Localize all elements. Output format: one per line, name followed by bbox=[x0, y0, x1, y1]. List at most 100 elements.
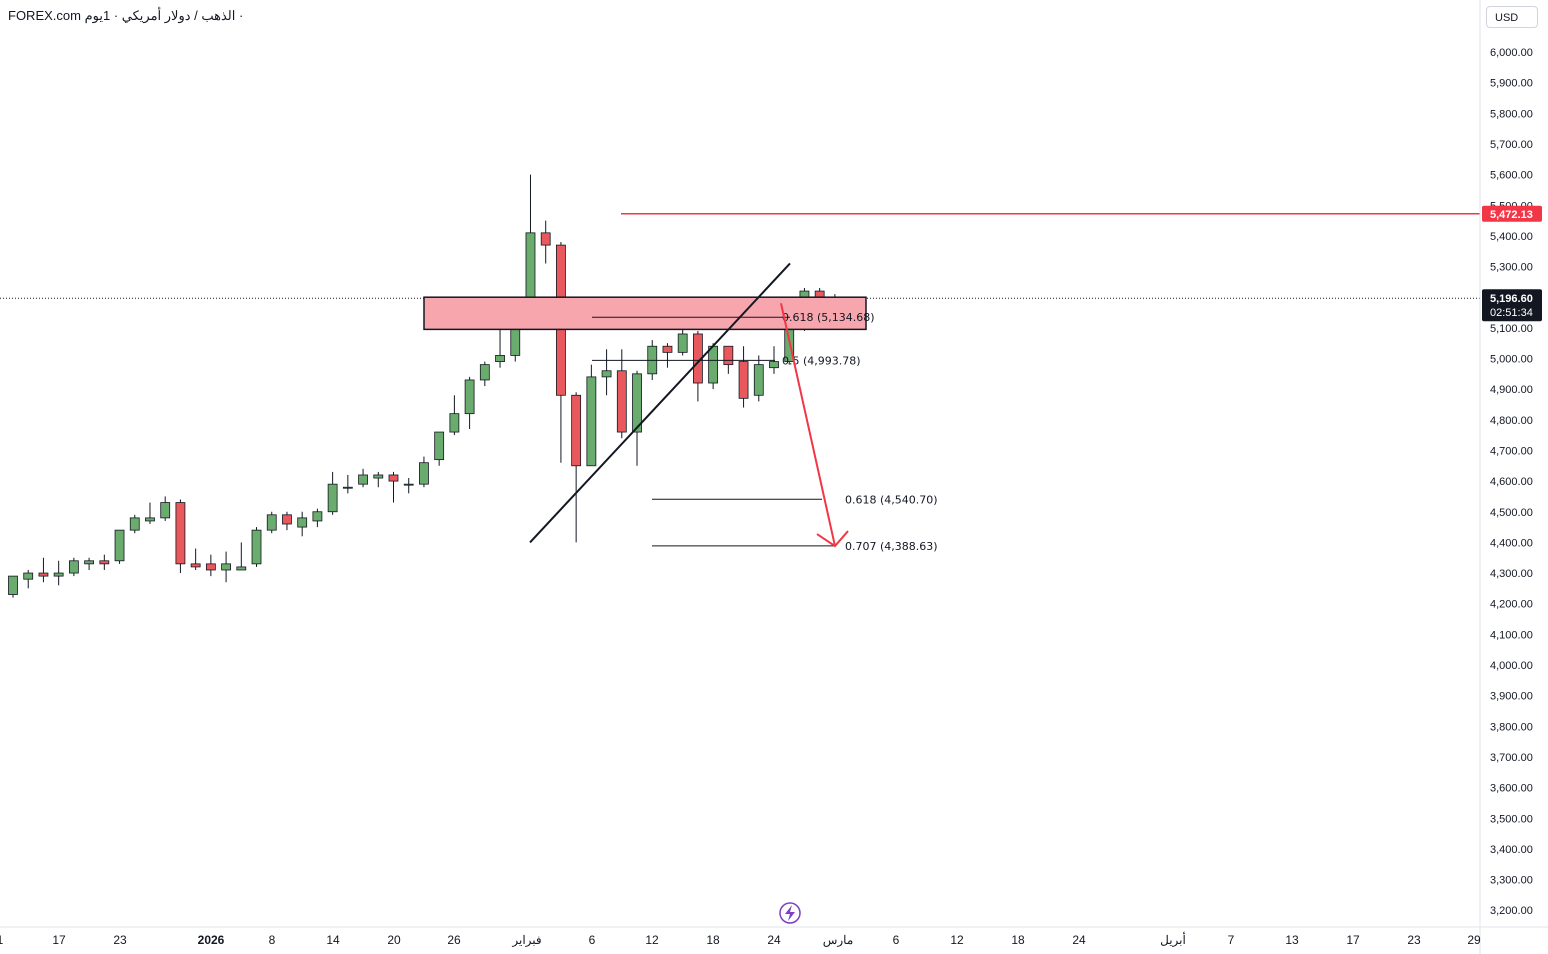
candle[interactable] bbox=[449, 395, 460, 436]
candle[interactable] bbox=[23, 569, 34, 589]
candle[interactable] bbox=[388, 471, 399, 503]
candle-body bbox=[449, 413, 460, 433]
date-tick-label: 17 bbox=[1346, 933, 1360, 947]
date-tick-label: 29 bbox=[1467, 933, 1481, 947]
drawings-layer[interactable]: 0.618 (5,134.68) 0.5 (4,993.78) 0.618 (4,5… bbox=[423, 213, 1480, 553]
symbol-name[interactable]: FOREX.com bbox=[8, 8, 81, 23]
candle[interactable] bbox=[99, 554, 110, 570]
date-tick-label: 7 bbox=[1228, 933, 1235, 947]
date-tick-label: 14 bbox=[326, 933, 340, 947]
date-tick-label: مارس bbox=[823, 933, 854, 947]
date-tick-label: 13 bbox=[1285, 933, 1299, 947]
candle-body bbox=[662, 345, 673, 353]
candle-body bbox=[632, 373, 642, 433]
candle[interactable] bbox=[175, 499, 186, 574]
candle[interactable] bbox=[236, 542, 247, 571]
price-tick-label: 5,900.00 bbox=[1490, 78, 1533, 90]
candle-body bbox=[114, 529, 125, 562]
candle-body bbox=[205, 563, 216, 571]
candle[interactable] bbox=[84, 557, 94, 570]
candle[interactable] bbox=[540, 220, 551, 264]
last-price-badge bbox=[1482, 289, 1542, 322]
candle[interactable] bbox=[145, 502, 155, 525]
candle-body bbox=[129, 517, 140, 531]
price-tick-label: 5,700.00 bbox=[1490, 139, 1533, 151]
candle[interactable] bbox=[632, 370, 642, 466]
candle[interactable] bbox=[495, 327, 505, 368]
candle[interactable] bbox=[282, 511, 292, 531]
bar-countdown: 02:51:34 bbox=[1490, 307, 1533, 319]
candle-body bbox=[479, 364, 490, 381]
price-axis[interactable]: 6,000.00 5,900.00 5,800.00 5,700.00 5,600.00… bbox=[1479, 0, 1542, 954]
candle[interactable] bbox=[358, 468, 368, 488]
candle-body bbox=[297, 517, 308, 528]
candle-body bbox=[236, 566, 247, 571]
candle[interactable] bbox=[753, 355, 764, 402]
date-tick-label: 24 bbox=[767, 933, 781, 947]
candle[interactable] bbox=[434, 431, 445, 466]
price-tick-label: 4,600.00 bbox=[1490, 476, 1533, 488]
candle-body bbox=[251, 529, 262, 565]
candle-body bbox=[753, 364, 764, 396]
candle-body bbox=[616, 370, 627, 433]
candle[interactable] bbox=[38, 557, 49, 583]
candle[interactable] bbox=[403, 478, 414, 494]
candle-body bbox=[419, 462, 429, 485]
candle-body bbox=[160, 502, 171, 519]
candle[interactable] bbox=[373, 471, 384, 488]
candle[interactable] bbox=[160, 496, 171, 521]
candle-body bbox=[708, 345, 719, 384]
candle[interactable] bbox=[53, 560, 64, 586]
date-tick-label: 18 bbox=[1011, 933, 1025, 947]
candle[interactable] bbox=[479, 361, 490, 387]
time-axis[interactable]: 1172320268142026فبراير6121824مارس6121824… bbox=[0, 902, 1548, 947]
lightning-icon[interactable] bbox=[779, 902, 801, 924]
candle[interactable] bbox=[68, 557, 79, 577]
price-tick-label: 5,000.00 bbox=[1490, 354, 1533, 366]
candle[interactable] bbox=[662, 343, 673, 368]
arrow-line[interactable] bbox=[780, 303, 836, 547]
candle-body bbox=[358, 474, 368, 485]
candle-body bbox=[327, 483, 338, 513]
date-tick-label: 1 bbox=[0, 933, 4, 947]
candle[interactable] bbox=[586, 364, 597, 467]
resistance-price-label: 5,472.13 bbox=[1490, 209, 1533, 221]
currency-button[interactable]: USD bbox=[1486, 6, 1538, 28]
candle[interactable] bbox=[129, 514, 140, 534]
candle[interactable] bbox=[114, 529, 125, 564]
candle-body bbox=[540, 232, 551, 246]
price-tick-label: 5,800.00 bbox=[1490, 108, 1533, 120]
candle[interactable] bbox=[616, 349, 627, 439]
candle-body bbox=[312, 511, 323, 522]
candle[interactable] bbox=[251, 527, 262, 567]
candle[interactable] bbox=[419, 456, 429, 488]
price-tick-label: 5,100.00 bbox=[1490, 323, 1533, 335]
candle[interactable] bbox=[738, 346, 749, 408]
candle[interactable] bbox=[601, 349, 612, 396]
candle-body bbox=[175, 502, 186, 565]
candle[interactable] bbox=[312, 508, 323, 528]
price-tick-label: 4,100.00 bbox=[1490, 629, 1533, 641]
price-tick-label: 3,300.00 bbox=[1490, 875, 1533, 887]
candle[interactable] bbox=[8, 575, 18, 598]
candle[interactable] bbox=[571, 392, 582, 543]
candle[interactable] bbox=[297, 511, 308, 537]
symbol-description: الذهب / دولار أمريكي · 1يوم · bbox=[84, 8, 244, 23]
candle[interactable] bbox=[327, 471, 338, 515]
candle-body bbox=[266, 514, 277, 531]
candle[interactable] bbox=[221, 551, 231, 583]
candle[interactable] bbox=[190, 548, 201, 570]
candle[interactable] bbox=[464, 376, 475, 429]
date-tick-label: 12 bbox=[645, 933, 659, 947]
price-tick-label: 4,200.00 bbox=[1490, 599, 1533, 611]
resistance-zone[interactable] bbox=[423, 296, 867, 331]
trend-line[interactable] bbox=[529, 262, 791, 544]
plot-area[interactable] bbox=[0, 174, 1480, 598]
candle[interactable] bbox=[556, 242, 566, 463]
candle-body bbox=[723, 345, 734, 366]
date-tick-label: 24 bbox=[1072, 933, 1086, 947]
candle[interactable] bbox=[266, 511, 277, 534]
candle[interactable] bbox=[205, 554, 216, 577]
candle[interactable] bbox=[342, 474, 353, 494]
